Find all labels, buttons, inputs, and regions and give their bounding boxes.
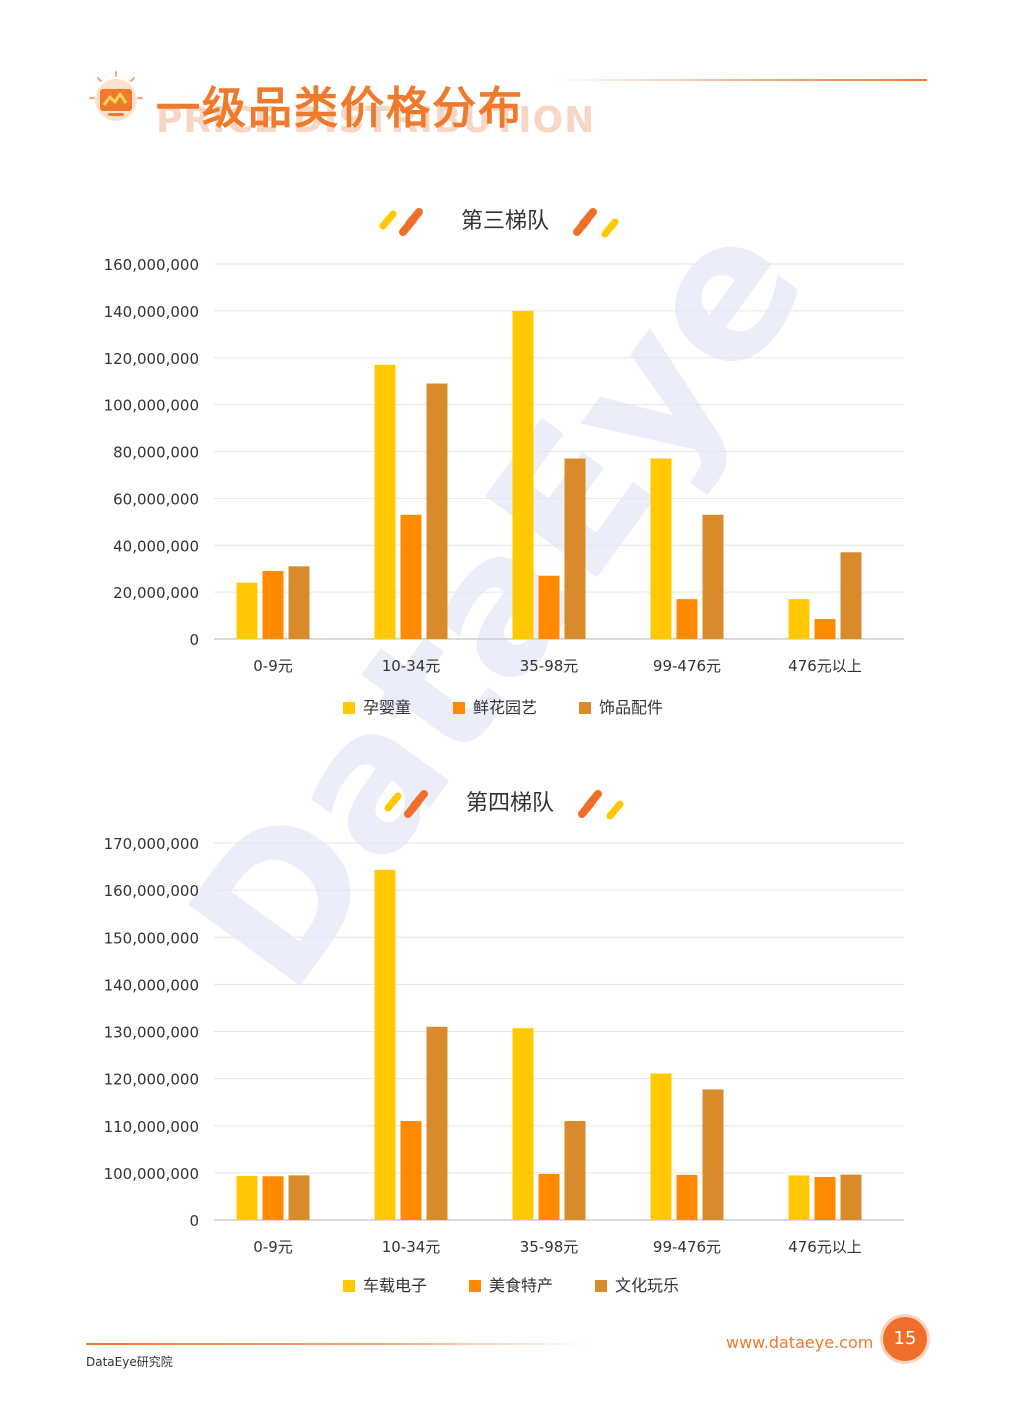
y-tick-label: 40,000,000: [113, 537, 199, 555]
bar-1: [512, 1028, 534, 1220]
legend-label: 文化玩乐: [615, 1276, 679, 1295]
bar-3: [288, 1175, 310, 1220]
bar-3: [702, 514, 724, 639]
legend-label: 饰品配件: [599, 698, 663, 717]
title-slash-decoration: [579, 208, 597, 228]
bar-2: [676, 599, 698, 639]
chart-title: 第三梯队: [461, 209, 549, 234]
legend-swatch: [343, 702, 355, 714]
x-tick-label: 35-98元: [520, 657, 579, 675]
page-title-en: PRICE DISTRIBUTION: [156, 100, 596, 141]
chart-monitor-icon: [89, 71, 143, 121]
title-slash-decoration: [606, 800, 624, 820]
legend-swatch: [469, 1280, 481, 1292]
bar-1: [650, 458, 672, 639]
bar-2: [262, 1176, 284, 1220]
y-tick-label: 0: [189, 631, 199, 649]
title-slash-decoration: [384, 792, 402, 812]
x-tick-label: 476元以上: [788, 1238, 862, 1256]
y-tick-label: 170,000,000: [104, 835, 199, 853]
x-tick-label: 0-9元: [253, 1238, 293, 1256]
bar-1: [512, 310, 534, 639]
legend-swatch: [579, 702, 591, 714]
chart-title: 第四梯队: [466, 791, 554, 816]
footer-url[interactable]: www.dataeye.com: [726, 1333, 874, 1352]
y-tick-label: 60,000,000: [113, 490, 199, 508]
bar-2: [538, 575, 560, 639]
bar-2: [676, 1174, 698, 1220]
bar-2: [814, 619, 836, 639]
legend-swatch: [343, 1280, 355, 1292]
footer-divider: [86, 1343, 586, 1345]
y-tick-label: 100,000,000: [104, 397, 199, 415]
y-tick-label: 0: [189, 1212, 199, 1230]
y-tick-label: 160,000,000: [104, 882, 199, 900]
chart-tier-4: 第四梯队 0 100,000,000 110,000,000 120,000,000 13…: [104, 790, 904, 1295]
bar-3: [702, 1089, 724, 1220]
legend-swatch: [595, 1280, 607, 1292]
x-tick-label: 10-34元: [382, 1238, 441, 1256]
bar-1: [788, 1175, 810, 1220]
bar-2: [400, 514, 422, 639]
bar-2: [400, 1121, 422, 1220]
bar-1: [236, 582, 258, 639]
y-tick-label: 150,000,000: [104, 929, 199, 947]
bar-3: [564, 1121, 586, 1220]
chart-tier-3: 第三梯队 0 20,000,000 40,000,000 60,000,000 80,00…: [104, 208, 904, 717]
bar-3: [840, 552, 862, 639]
bar-2: [538, 1173, 560, 1220]
legend-label: 鲜花园艺: [473, 698, 537, 717]
x-tick-label: 10-34元: [382, 657, 441, 675]
legend-label: 车载电子: [363, 1276, 427, 1295]
y-tick-label: 140,000,000: [104, 303, 199, 321]
bar-3: [426, 1026, 448, 1220]
legend-label: 美食特产: [489, 1276, 553, 1295]
y-tick-label: 80,000,000: [113, 444, 199, 462]
x-tick-label: 476元以上: [788, 657, 862, 675]
y-tick-label: 130,000,000: [104, 1024, 199, 1042]
bar-1: [788, 599, 810, 639]
x-tick-label: 0-9元: [253, 657, 293, 675]
header-divider: [552, 79, 927, 81]
title-slash-decoration: [584, 790, 602, 810]
bar-3: [564, 458, 586, 639]
legend-swatch: [453, 702, 465, 714]
page-number: 15: [883, 1317, 927, 1361]
bar-1: [374, 364, 396, 639]
y-tick-label: 140,000,000: [104, 976, 199, 994]
bar-2: [814, 1176, 836, 1220]
bar-1: [650, 1073, 672, 1220]
legend-label: 孕婴童: [363, 698, 411, 717]
x-tick-label: 99-476元: [653, 657, 721, 675]
x-tick-label: 35-98元: [520, 1238, 579, 1256]
x-tick-label: 99-476元: [653, 1238, 721, 1256]
title-slash-decoration: [379, 210, 397, 230]
y-tick-label: 110,000,000: [104, 1118, 199, 1136]
bar-3: [426, 383, 448, 639]
footer-org: DataEye研究院: [86, 1355, 173, 1369]
y-tick-label: 120,000,000: [104, 1071, 199, 1089]
bar-1: [236, 1175, 258, 1220]
y-tick-label: 120,000,000: [104, 350, 199, 368]
bar-1: [374, 869, 396, 1220]
y-tick-label: 100,000,000: [104, 1165, 199, 1183]
bar-3: [288, 566, 310, 639]
y-tick-label: 20,000,000: [113, 584, 199, 602]
title-slash-decoration: [410, 790, 428, 810]
bar-3: [840, 1174, 862, 1220]
bar-2: [262, 571, 284, 639]
title-slash-decoration: [405, 208, 423, 228]
page-title: 一级品类价格分布: [156, 83, 524, 134]
title-slash-decoration: [601, 218, 619, 238]
y-tick-label: 160,000,000: [104, 256, 199, 274]
